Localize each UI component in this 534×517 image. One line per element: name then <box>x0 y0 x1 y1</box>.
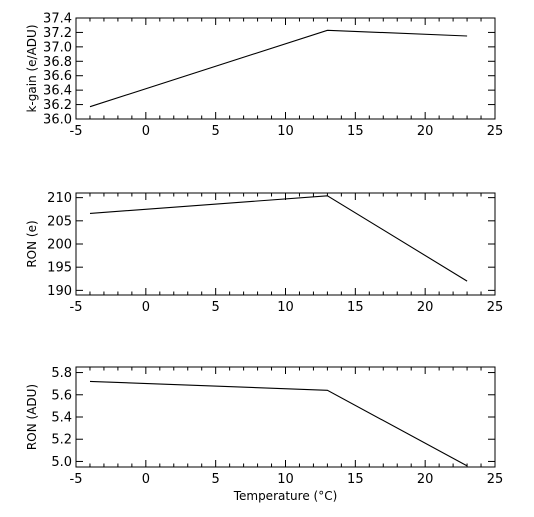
plot-frame-1 <box>75 17 496 120</box>
x-tick-label: 25 <box>487 300 504 315</box>
y-tick-label: 190 <box>47 284 72 299</box>
x-tick-label: 5 <box>212 300 220 315</box>
x-tick-label: 15 <box>347 472 364 487</box>
x-tick-label: 0 <box>142 472 150 487</box>
y-tick-label: 37.4 <box>43 12 72 27</box>
x-tick-label: 5 <box>212 124 220 139</box>
y-tick-label: 5.6 <box>51 388 72 403</box>
x-tick-label: 15 <box>347 124 364 139</box>
y-tick-label: 5.4 <box>51 411 72 426</box>
x-tick-label: 0 <box>142 124 150 139</box>
y-tick-label: 36.2 <box>43 98 72 113</box>
series-line-3 <box>89 380 468 467</box>
x-tick-label: 20 <box>417 124 434 139</box>
x-tick-label: 25 <box>487 124 504 139</box>
y-tick-label: 37.0 <box>43 40 72 55</box>
y-tick-label: 36.0 <box>43 113 72 128</box>
y-tick-label: 5.2 <box>51 433 72 448</box>
x-tick-label: 5 <box>212 472 220 487</box>
x-tick-label: -5 <box>70 124 83 139</box>
y-axis-title: RON (ADU) <box>25 384 39 450</box>
y-tick-label: 36.8 <box>43 55 72 70</box>
y-tick-label: 205 <box>47 214 72 229</box>
y-tick-label: 5.8 <box>51 366 72 381</box>
x-tick-label: 25 <box>487 472 504 487</box>
x-tick-label: -5 <box>70 472 83 487</box>
y-tick-label: 36.4 <box>43 84 72 99</box>
plot-frame-2 <box>75 192 496 296</box>
y-axis-title: RON (e) <box>25 220 39 267</box>
x-tick-label: 0 <box>142 300 150 315</box>
x-tick-label: 15 <box>347 300 364 315</box>
y-tick-label: 5.0 <box>51 455 72 470</box>
y-tick-label: 36.6 <box>43 69 72 84</box>
series-line-1 <box>89 29 468 108</box>
x-tick-label: 10 <box>277 124 294 139</box>
x-tick-label: -5 <box>70 300 83 315</box>
x-axis-title: Temperature (°C) <box>233 489 338 503</box>
x-tick-label: 20 <box>417 472 434 487</box>
y-tick-label: 200 <box>47 238 72 253</box>
x-tick-label: 10 <box>277 300 294 315</box>
y-tick-label: 210 <box>47 191 72 206</box>
series-line-2 <box>89 195 468 282</box>
y-axis-title: k-gain (e/ADU) <box>25 24 39 112</box>
y-tick-label: 37.2 <box>43 26 72 41</box>
x-tick-label: 10 <box>277 472 294 487</box>
y-tick-label: 195 <box>47 261 72 276</box>
plot-frame-3 <box>75 366 496 468</box>
x-tick-label: 20 <box>417 300 434 315</box>
